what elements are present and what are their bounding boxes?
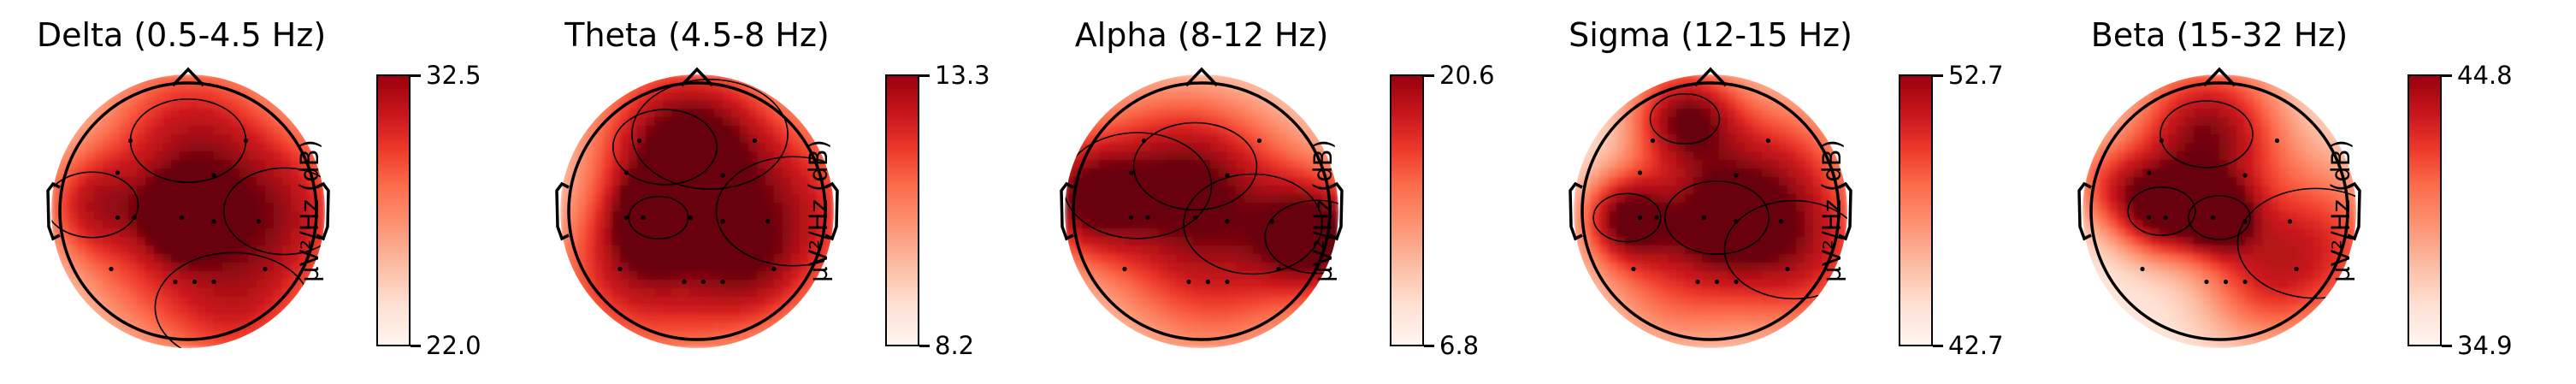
electrode-marker: [2224, 280, 2228, 284]
electrode-marker: [2140, 267, 2144, 271]
colorbar-tick: [2442, 345, 2452, 347]
electrode-marker: [2159, 139, 2164, 143]
electrode-marker: [2242, 219, 2247, 223]
power-field: [2083, 74, 2357, 349]
electrode-marker: [2242, 173, 2247, 177]
colorbar-tick: [2442, 74, 2452, 77]
colorbar-min-label: 34.9: [2457, 334, 2513, 358]
electrode-marker: [2211, 216, 2215, 220]
electrode-marker: [2288, 219, 2292, 223]
electrode-marker: [2242, 280, 2247, 284]
electrode-marker: [2163, 216, 2167, 220]
electrode-marker: [2204, 280, 2208, 284]
electrode-marker: [2294, 267, 2298, 271]
colorbar-label: µV²/Hz (dB): [2329, 139, 2354, 282]
electrode-marker: [2147, 216, 2151, 220]
colorbar-max-label: 44.8: [2457, 63, 2513, 88]
electrode-marker: [2275, 139, 2279, 143]
colorbar: [2408, 74, 2442, 346]
electrode-marker: [2147, 170, 2151, 174]
